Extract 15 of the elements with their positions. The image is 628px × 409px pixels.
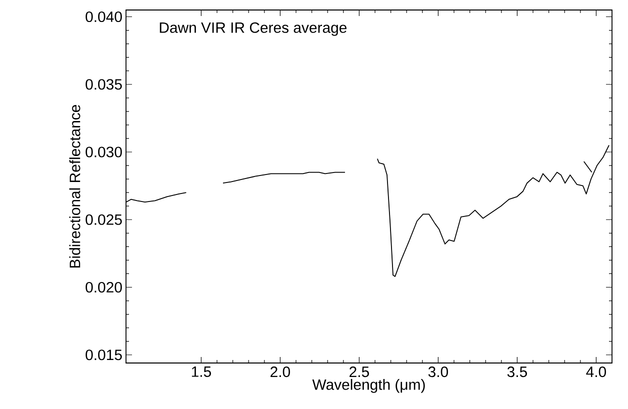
y-tick-label: 0.030 [86, 146, 122, 158]
text: Dawn VIR IR Ceres average [160, 22, 347, 36]
y-tick-label: 0.020 [86, 282, 122, 293]
y-tick-label: 0.040 [86, 11, 122, 22]
x-tick-label: 4.0 [586, 366, 606, 378]
x-tick-label: 1.5 [192, 366, 211, 377]
x-tick-label: 3.5 [507, 366, 527, 378]
y-tick-label: 0.035 [86, 79, 122, 90]
x-tick-label: 3.0 [428, 366, 448, 378]
x-tick-label: 2.0 [270, 366, 290, 378]
y-tick-label: 0.015 [86, 350, 122, 360]
y-axis-title: Bidirectional Reflectance [69, 104, 80, 268]
y-tick-label: 0.025 [86, 214, 122, 225]
x-tick-label: 2.5 [350, 366, 369, 378]
x-axis-title: Wavelength (μm) [312, 378, 425, 393]
